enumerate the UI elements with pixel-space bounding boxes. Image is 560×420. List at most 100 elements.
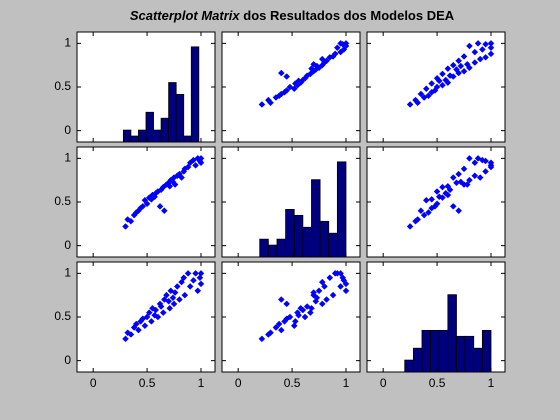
point [139,203,147,210]
hist-bar [421,329,432,373]
point [329,291,337,299]
point [122,223,129,230]
point [277,326,285,334]
point [197,280,205,288]
point [433,188,441,195]
hist-bar [168,82,177,143]
point [283,87,291,94]
y-tick-label: 0.5 [54,79,71,93]
point [258,101,266,108]
point [295,311,302,319]
point [422,196,430,204]
hist-bar [412,347,423,373]
hist-bar [481,329,492,373]
point [422,85,430,93]
point [412,217,419,225]
hist-bar [130,135,139,143]
point [169,294,177,302]
x-tick-label: 0.5 [284,376,301,390]
point [299,306,307,314]
hist-bar [430,329,440,373]
point [286,83,294,91]
point [482,168,489,175]
point [487,50,495,58]
point [342,287,350,295]
point [171,181,179,188]
point [479,46,486,53]
point [308,304,315,312]
point [122,335,129,343]
point [194,287,202,295]
point [265,331,272,338]
point [444,182,452,190]
point [339,274,347,282]
point [455,57,462,65]
point [460,67,468,75]
chart-title: Scatterplot Matrix dos Resultados dos Mo… [130,8,455,23]
point [444,65,452,73]
hist-bar [183,135,192,143]
point [466,176,473,184]
point [315,287,323,295]
y-tick-label: 1 [64,151,71,165]
point [457,178,465,186]
x-tick-label: 1 [198,376,205,390]
point [471,159,479,167]
point [127,217,135,225]
point [482,40,489,48]
point [265,96,272,104]
point [455,207,462,215]
point [318,55,326,63]
point [197,159,205,167]
point [442,189,450,197]
point [476,174,484,181]
point [291,318,299,325]
point [148,318,155,325]
point [301,313,309,321]
point [151,311,158,319]
point [425,209,432,216]
hist-bar [438,329,449,373]
hist-bar [336,161,347,258]
point [487,39,495,47]
point [337,283,344,290]
hist-bar [267,244,278,258]
y-tick-label: 1 [64,266,71,280]
point [442,76,450,84]
point [143,313,151,321]
hist-bar [138,129,147,143]
hist-bar [319,220,330,258]
x-tick-label: 0.5 [429,376,446,390]
point [471,48,479,56]
title-italic: Scatterplot Matrix [130,8,241,23]
point [310,60,317,68]
point [466,42,473,50]
point [184,269,192,277]
point [474,39,482,47]
point [286,313,294,321]
hist-bar [456,335,466,373]
x-tick-label: 0 [90,376,97,390]
point [192,269,199,277]
point [318,300,326,308]
point [178,174,185,181]
point [160,207,168,215]
point [160,296,168,303]
hist-bar [175,94,185,143]
point [463,181,471,188]
point [453,66,460,73]
point [152,306,160,314]
y-tick-label: 0 [64,353,71,367]
point [283,73,291,80]
hist-bar [259,238,269,258]
point [180,274,188,282]
hist-bar [293,214,304,258]
point [178,278,185,286]
point [337,39,344,47]
point [417,207,425,215]
point [181,291,189,299]
point [127,331,135,338]
y-tick-label: 0.5 [54,309,71,323]
